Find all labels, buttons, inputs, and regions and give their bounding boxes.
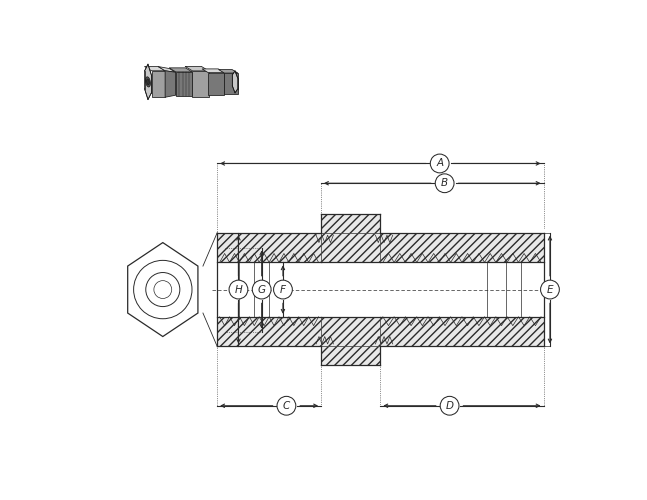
Polygon shape — [321, 346, 380, 365]
Text: G: G — [258, 284, 266, 294]
Polygon shape — [169, 68, 192, 72]
Polygon shape — [208, 72, 225, 95]
Polygon shape — [151, 71, 165, 98]
Polygon shape — [144, 64, 151, 100]
Polygon shape — [202, 69, 225, 72]
Text: H: H — [235, 284, 243, 294]
Polygon shape — [232, 71, 237, 93]
Polygon shape — [144, 66, 165, 71]
Circle shape — [277, 396, 296, 415]
Polygon shape — [380, 317, 543, 346]
Polygon shape — [321, 232, 380, 262]
Circle shape — [274, 280, 292, 299]
Text: D: D — [446, 401, 454, 411]
Polygon shape — [217, 317, 321, 346]
Polygon shape — [176, 72, 192, 96]
Text: B: B — [441, 178, 448, 188]
Polygon shape — [321, 317, 380, 346]
Polygon shape — [158, 66, 175, 72]
Polygon shape — [225, 73, 238, 94]
Circle shape — [540, 280, 560, 299]
Text: F: F — [280, 284, 286, 294]
Polygon shape — [219, 70, 238, 73]
Circle shape — [435, 174, 454, 193]
Polygon shape — [380, 232, 543, 262]
Text: A: A — [436, 158, 443, 168]
Polygon shape — [165, 71, 175, 98]
Polygon shape — [217, 232, 321, 262]
Circle shape — [252, 280, 271, 299]
Circle shape — [430, 154, 449, 173]
Text: E: E — [547, 284, 553, 294]
Polygon shape — [146, 77, 150, 87]
Circle shape — [229, 280, 248, 299]
Polygon shape — [192, 71, 209, 98]
Polygon shape — [321, 214, 380, 233]
Text: C: C — [283, 401, 290, 411]
Polygon shape — [147, 79, 149, 84]
Polygon shape — [185, 66, 209, 71]
Circle shape — [440, 396, 459, 415]
